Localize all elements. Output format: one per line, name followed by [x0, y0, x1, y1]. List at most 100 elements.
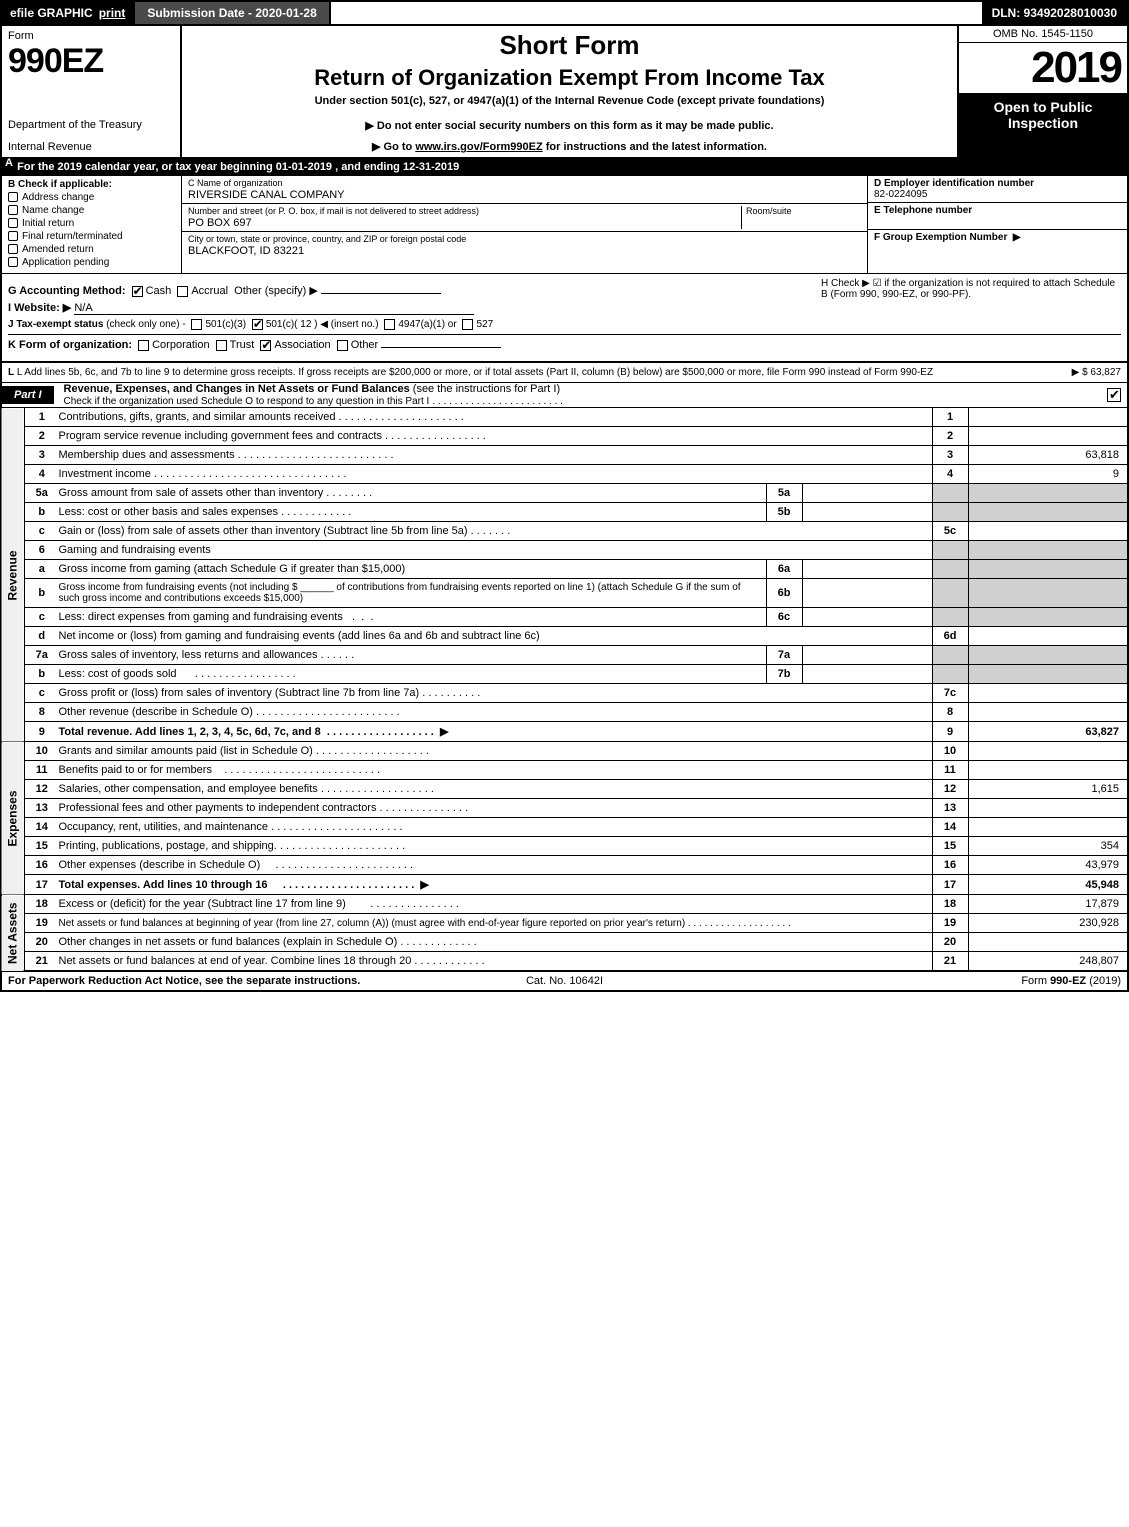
line-11-desc: Benefits paid to or for members [59, 764, 212, 776]
line-19-val: 230,928 [968, 914, 1128, 933]
footer-right-form: 990-EZ [1050, 975, 1086, 987]
taxyear-begin: 01-01-2019 [276, 161, 332, 173]
g-cash-checkbox[interactable] [132, 286, 143, 297]
line-6c-desc: Less: direct expenses from gaming and fu… [59, 611, 343, 623]
under-section: Under section 501(c), 527, or 4947(a)(1)… [190, 95, 949, 107]
org-name: RIVERSIDE CANAL COMPANY [188, 189, 861, 201]
ssn-note: ▶ Do not enter social security numbers o… [190, 119, 949, 132]
line-20: 20Other changes in net assets or fund ba… [1, 933, 1128, 952]
dept-irs: Internal Revenue [8, 141, 174, 153]
print-link[interactable]: print [99, 6, 126, 20]
identity-block: B Check if applicable: Address change Na… [0, 176, 1129, 273]
return-title: Return of Organization Exempt From Incom… [190, 65, 949, 91]
g-other: Other (specify) [234, 285, 306, 297]
room-suite: Room/suite [741, 206, 861, 229]
chk-final-return[interactable]: Final return/terminated [8, 231, 175, 242]
k-other-checkbox[interactable] [337, 340, 348, 351]
line-15-val: 354 [968, 837, 1128, 856]
part1-schedule-o-checkbox[interactable] [1107, 388, 1121, 402]
chk-label: Name change [22, 205, 84, 216]
line-10-val [968, 742, 1128, 761]
line-3: 3Membership dues and assessments . . . .… [1, 446, 1128, 465]
expenses-sidebar: Expenses [1, 742, 25, 895]
l-text: L Add lines 5b, 6c, and 7b to line 9 to … [17, 367, 933, 378]
org-name-label: C Name of organization [188, 178, 861, 188]
netassets-table: Net Assets 18Excess or (deficit) for the… [0, 895, 1129, 972]
org-addr: PO BOX 697 [188, 217, 741, 229]
addr-label: Number and street (or P. O. box, if mail… [188, 206, 741, 216]
g-label: G Accounting Method: [8, 285, 126, 297]
line-19-desc: Net assets or fund balances at beginning… [59, 918, 686, 929]
k-corp-checkbox[interactable] [138, 340, 149, 351]
checkbox-icon [8, 231, 18, 241]
line-19: 19Net assets or fund balances at beginni… [1, 914, 1128, 933]
line-13: 13Professional fees and other payments t… [1, 799, 1128, 818]
line-21: 21Net assets or fund balances at end of … [1, 952, 1128, 972]
goto-pre: Go to [384, 141, 416, 153]
g-accrual-checkbox[interactable] [177, 286, 188, 297]
taxyear-pre: For the 2019 calendar year, or tax year … [17, 161, 276, 173]
section-i: I Website: ▶ N/A [8, 301, 1121, 315]
j-opt2: 501(c)( 12 ) ◀ (insert no.) [266, 319, 379, 330]
line-7c: cGross profit or (loss) from sales of in… [1, 684, 1128, 703]
i-label: I Website: ▶ [8, 302, 71, 314]
topbar-spacer [331, 2, 982, 24]
efile-tag: efile GRAPHIC print [2, 2, 133, 24]
line-13-desc: Professional fees and other payments to … [59, 802, 377, 814]
k-trust-checkbox[interactable] [216, 340, 227, 351]
line-7c-desc: Gross profit or (loss) from sales of inv… [59, 687, 420, 699]
chk-initial-return[interactable]: Initial return [8, 218, 175, 229]
section-b-head: B Check if applicable: [8, 179, 175, 190]
k-other-input[interactable] [381, 347, 501, 348]
form-label: Form [8, 30, 174, 42]
chk-application-pending[interactable]: Application pending [8, 257, 175, 268]
section-k: K Form of organization: Corporation Trus… [8, 334, 1121, 351]
line-6a: aGross income from gaming (attach Schedu… [1, 560, 1128, 579]
line-2: 2Program service revenue including gover… [1, 427, 1128, 446]
expenses-table: Expenses 10Grants and similar amounts pa… [0, 742, 1129, 895]
taxyear-mid: , and ending [335, 161, 403, 173]
line-6-desc: Gaming and fundraising events [55, 541, 933, 560]
chk-amended-return[interactable]: Amended return [8, 244, 175, 255]
section-l: L L Add lines 5b, 6c, and 7b to line 9 t… [0, 363, 1129, 383]
j-4947-checkbox[interactable] [384, 319, 395, 330]
line-11-val [968, 761, 1128, 780]
section-j: J Tax-exempt status (check only one) - 5… [8, 319, 1121, 330]
section-def: D Employer identification number 82-0224… [867, 176, 1127, 273]
line-10-desc: Grants and similar amounts paid (list in… [59, 745, 313, 757]
j-opt1: 501(c)(3) [205, 319, 246, 330]
line-18: Net Assets 18Excess or (deficit) for the… [1, 895, 1128, 914]
chk-label: Amended return [22, 244, 94, 255]
line-14-desc: Occupancy, rent, utilities, and maintena… [59, 821, 269, 833]
goto-link[interactable]: www.irs.gov/Form990EZ [415, 141, 542, 153]
group-label: F Group Exemption Number ▶ [874, 232, 1121, 243]
k-corp: Corporation [152, 339, 209, 351]
j-501c-checkbox[interactable] [252, 319, 263, 330]
line-6c: cLess: direct expenses from gaming and f… [1, 608, 1128, 627]
j-527-checkbox[interactable] [462, 319, 473, 330]
part1-label: Part I [2, 386, 54, 404]
part1-header: Part I Revenue, Expenses, and Changes in… [0, 383, 1129, 408]
k-label: K Form of organization: [8, 339, 132, 351]
page-footer: For Paperwork Reduction Act Notice, see … [0, 972, 1129, 992]
line-5c-desc: Gain or (loss) from sale of assets other… [59, 525, 468, 537]
chk-address-change[interactable]: Address change [8, 192, 175, 203]
line-11: 11Benefits paid to or for members . . . … [1, 761, 1128, 780]
chk-name-change[interactable]: Name change [8, 205, 175, 216]
dln: DLN: 93492028010030 [982, 2, 1127, 24]
revenue-table: Revenue 1 Contributions, gifts, grants, … [0, 408, 1129, 742]
chk-label: Initial return [22, 218, 74, 229]
city-label: City or town, state or province, country… [188, 234, 861, 244]
checkbox-icon [8, 218, 18, 228]
j-501c3-checkbox[interactable] [191, 319, 202, 330]
g-other-input[interactable] [321, 293, 441, 294]
k-assoc-checkbox[interactable] [260, 340, 271, 351]
chk-label: Final return/terminated [22, 231, 123, 242]
open-inspection: Open to Public Inspection [959, 93, 1127, 157]
ssn-note-text: Do not enter social security numbers on … [377, 120, 774, 132]
ein-label: D Employer identification number [874, 178, 1121, 189]
line-17: 17Total expenses. Add lines 10 through 1… [1, 875, 1128, 895]
k-other: Other [351, 339, 379, 351]
j-label: J Tax-exempt status [8, 319, 103, 330]
line-9: 9Total revenue. Add lines 1, 2, 3, 4, 5c… [1, 722, 1128, 742]
